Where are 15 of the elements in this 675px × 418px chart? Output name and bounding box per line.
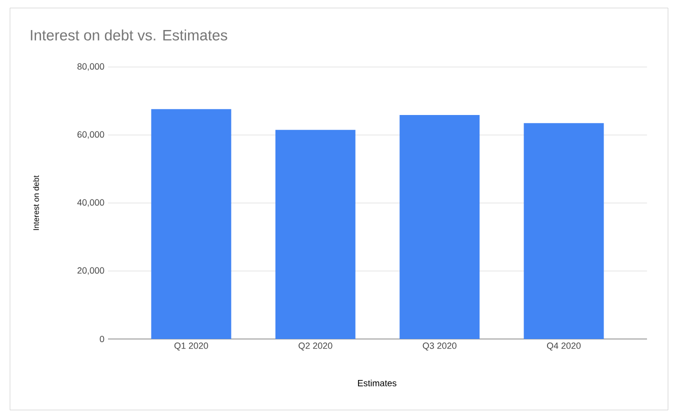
bar — [524, 123, 604, 339]
y-tick-label: 40,000 — [77, 199, 104, 207]
chart-title: Interest on debt vs. Estimates — [30, 30, 228, 40]
x-axis-title: Estimates — [358, 380, 396, 386]
y-tick-label: 60,000 — [78, 131, 104, 139]
y-tick-label: 20,000 — [78, 267, 104, 275]
x-tick-label: Q3 2020 — [422, 342, 456, 350]
bar — [275, 130, 356, 339]
x-tick-label: Q4 2020 — [547, 342, 581, 350]
x-tick-label: Q1 2020 — [174, 342, 208, 350]
bar — [151, 109, 232, 339]
bar — [400, 114, 480, 339]
y-tick-label: 0 — [100, 336, 104, 342]
y-tick-label: 80,000 — [77, 63, 104, 71]
x-tick-label: Q2 2020 — [298, 342, 332, 350]
